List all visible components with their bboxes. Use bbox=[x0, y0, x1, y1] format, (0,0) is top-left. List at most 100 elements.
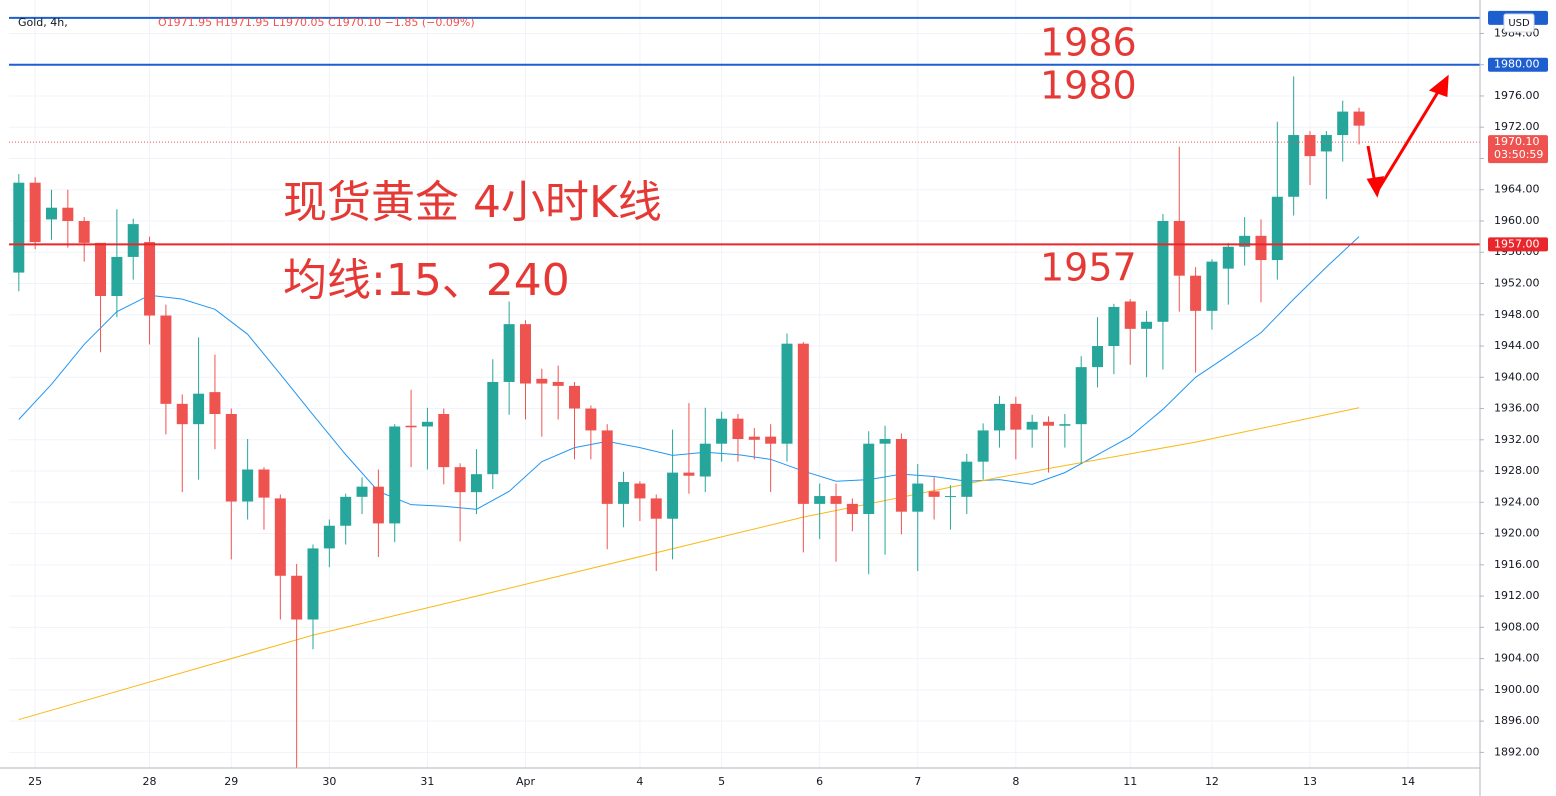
x-tick-label: 7 bbox=[914, 775, 921, 788]
candle-body bbox=[748, 436, 760, 440]
candle-body bbox=[846, 503, 858, 515]
candle-body bbox=[323, 525, 335, 549]
candle-body bbox=[356, 486, 368, 497]
candle-body bbox=[242, 469, 254, 502]
price-tag-label: 1980.00 bbox=[1494, 58, 1540, 71]
x-tick-label: 30 bbox=[322, 775, 336, 788]
annotation: 1986 bbox=[1040, 21, 1137, 65]
candle-body bbox=[225, 414, 237, 502]
candle-body bbox=[928, 491, 940, 497]
y-tick-label: 1928.00 bbox=[1494, 464, 1540, 477]
price-tag bbox=[1488, 237, 1548, 252]
candle-body bbox=[274, 498, 286, 576]
candle-body bbox=[62, 207, 74, 221]
candle-body bbox=[1059, 424, 1071, 426]
current-price-label: 1970.10 bbox=[1494, 135, 1540, 148]
candle-body bbox=[569, 385, 581, 409]
candle-body bbox=[29, 182, 41, 243]
candle-body bbox=[797, 343, 809, 504]
candle-body bbox=[879, 439, 891, 444]
candle-body bbox=[650, 498, 662, 519]
candle-body bbox=[765, 436, 777, 444]
annotation: 1957 bbox=[1040, 246, 1137, 290]
y-tick-label: 1924.00 bbox=[1494, 495, 1540, 508]
candle-body bbox=[814, 496, 826, 504]
candle-body bbox=[1157, 220, 1169, 322]
candle-body bbox=[487, 381, 499, 475]
candle-body bbox=[438, 414, 450, 468]
countdown: 03:50:59 bbox=[1494, 148, 1543, 161]
candle-body bbox=[111, 256, 123, 297]
y-tick-label: 1896.00 bbox=[1494, 714, 1540, 727]
candle-body bbox=[1255, 235, 1267, 261]
candle-body bbox=[1190, 275, 1202, 311]
candle-body bbox=[503, 324, 515, 382]
y-tick-label: 1948.00 bbox=[1494, 308, 1540, 321]
candle-body bbox=[912, 483, 924, 512]
plot bbox=[9, 16, 1480, 768]
candle-body bbox=[1271, 196, 1283, 261]
y-tick-label: 1904.00 bbox=[1494, 652, 1540, 665]
candle-body bbox=[1239, 235, 1251, 247]
x-tick-label: 8 bbox=[1012, 775, 1019, 788]
candle-body bbox=[470, 474, 482, 493]
candle-body bbox=[291, 575, 303, 620]
candle-body bbox=[1124, 301, 1136, 329]
x-tick-label: 25 bbox=[28, 775, 42, 788]
price-tag-label: 1957.00 bbox=[1494, 237, 1540, 250]
x-tick-label: 11 bbox=[1123, 775, 1137, 788]
candle-body bbox=[1320, 135, 1332, 152]
current-price-tag bbox=[1488, 135, 1548, 164]
annotation-title: 现货黄金 4小时K线 bbox=[283, 177, 662, 228]
annotation-ma: 均线:15、240 bbox=[283, 255, 570, 306]
candle-body bbox=[585, 408, 597, 431]
candle-body bbox=[176, 403, 188, 425]
candle-body bbox=[160, 315, 172, 404]
arrow-head bbox=[1428, 74, 1449, 98]
y-tick-label: 1952.00 bbox=[1494, 277, 1540, 290]
y-tick-label: 1972.00 bbox=[1494, 120, 1540, 133]
candle-body bbox=[144, 242, 156, 316]
x-tick-label: 4 bbox=[636, 775, 643, 788]
candle-body bbox=[193, 393, 205, 425]
candle-body bbox=[372, 486, 384, 524]
candle-body bbox=[618, 481, 630, 504]
candle-body bbox=[421, 421, 433, 427]
x-tick-label: 6 bbox=[816, 775, 823, 788]
candle-body bbox=[340, 496, 352, 526]
candle-body bbox=[454, 467, 466, 493]
candle-body bbox=[601, 430, 613, 504]
arrow-up bbox=[1376, 91, 1440, 191]
candle-body bbox=[1043, 421, 1055, 426]
candle-body bbox=[634, 483, 646, 499]
candle-body bbox=[683, 472, 695, 476]
symbol: Gold, 4h, bbox=[18, 16, 68, 29]
x-tick-label: 5 bbox=[718, 775, 725, 788]
candle-body bbox=[78, 220, 90, 243]
price-tag bbox=[1488, 57, 1548, 72]
x-tick-label: 13 bbox=[1303, 775, 1317, 788]
candle-body bbox=[699, 443, 711, 477]
candle-body bbox=[307, 548, 319, 620]
candle-body bbox=[127, 224, 139, 257]
candle-body bbox=[895, 439, 907, 512]
candle-body bbox=[536, 378, 548, 384]
candle-body bbox=[716, 418, 728, 444]
candle-body bbox=[781, 343, 793, 444]
candle-body bbox=[993, 403, 1005, 431]
candle-body bbox=[1288, 135, 1300, 197]
candle-body bbox=[45, 207, 57, 220]
candle-body bbox=[519, 324, 531, 384]
candle-body bbox=[1304, 135, 1316, 157]
candle-body bbox=[209, 392, 221, 415]
candle-body bbox=[95, 242, 107, 297]
candle-body bbox=[667, 472, 679, 519]
x-tick-label: 14 bbox=[1401, 775, 1415, 788]
candle-body bbox=[1206, 261, 1218, 311]
y-tick-label: 1900.00 bbox=[1494, 683, 1540, 696]
y-tick-label: 1976.00 bbox=[1494, 89, 1540, 102]
y-tick-label: 1912.00 bbox=[1494, 589, 1540, 602]
candle-body bbox=[944, 496, 956, 498]
y-tick-label: 1936.00 bbox=[1494, 402, 1540, 415]
